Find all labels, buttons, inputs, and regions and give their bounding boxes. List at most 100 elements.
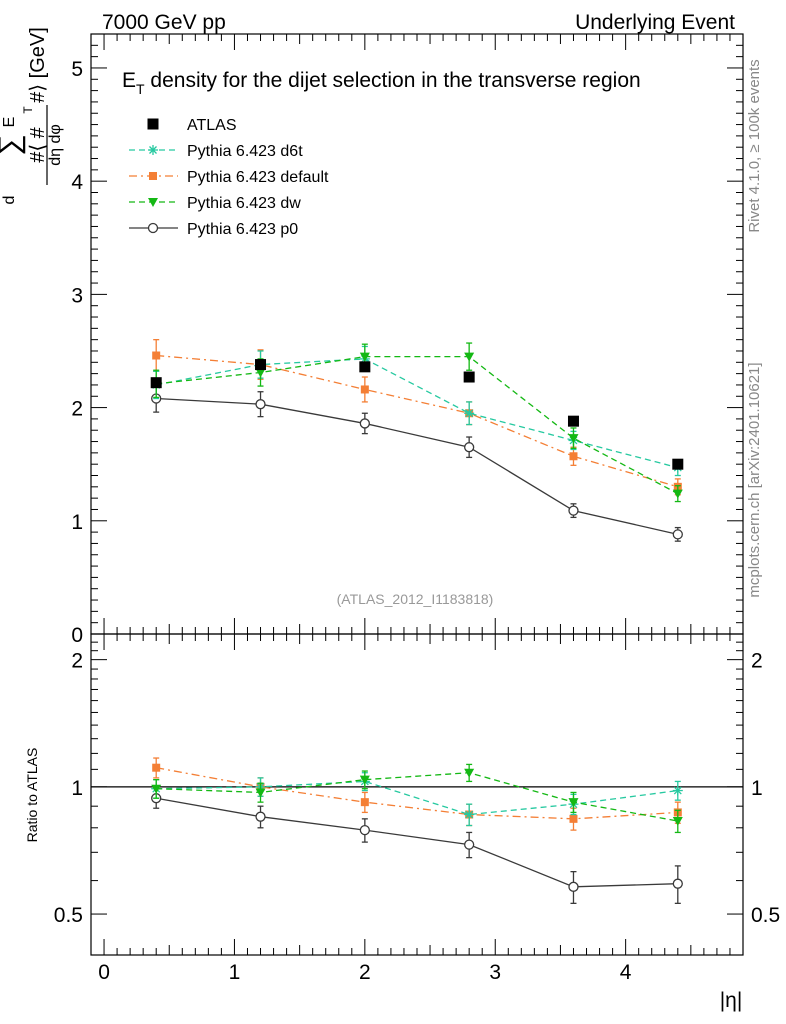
ratio-ytick-label-left: 2 bbox=[71, 650, 83, 673]
title-sub: T bbox=[136, 81, 145, 97]
main-point-p0 bbox=[464, 442, 475, 453]
ratio-point-p0 bbox=[359, 824, 370, 836]
main-series-p0 bbox=[151, 384, 683, 542]
ratio-point-dw bbox=[359, 775, 370, 785]
legend-entry-d6t: Pythia 6.423 d6t bbox=[129, 143, 303, 160]
main-panel: 0 1 2 3 4 5 bbox=[71, 33, 744, 647]
legend: ATLAS Pythia 6.423 d6t Pythia 6.423 defaul… bbox=[129, 117, 329, 238]
ratio-ytick-label-left: 1 bbox=[71, 777, 83, 800]
ratio-series-p0 bbox=[151, 788, 683, 905]
legend-label-p0: Pythia 6.423 p0 bbox=[187, 221, 298, 238]
legend-label-dw: Pythia 6.423 dw bbox=[187, 195, 301, 212]
ylabel-denominator: dη dφ bbox=[47, 124, 64, 166]
legend-marker-d6t bbox=[148, 145, 158, 155]
main-point-default bbox=[569, 452, 578, 461]
legend-marker-default bbox=[149, 172, 157, 180]
main-line-default bbox=[156, 354, 678, 488]
main-ytick-label: 4 bbox=[71, 171, 83, 194]
ratio-point-dw bbox=[151, 784, 162, 794]
main-y-axis-label: #⟨ # d ∑ E T dη dφ #⟩ [GeV] bbox=[0, 27, 64, 204]
main-point-default bbox=[152, 351, 161, 360]
analysis-annotation: (ATLAS_2012_I1183818) bbox=[337, 591, 494, 607]
main-point-ATLAS bbox=[463, 371, 475, 383]
ratio-point-default bbox=[152, 763, 161, 772]
legend-label-default: Pythia 6.423 default bbox=[187, 169, 329, 186]
legend-entry-default: Pythia 6.423 default bbox=[129, 169, 329, 186]
ratio-point-d6t-d2 bbox=[465, 810, 474, 819]
main-point-p0 bbox=[672, 529, 683, 540]
header-right: Underlying Event bbox=[575, 11, 735, 34]
x-tick-label: 3 bbox=[489, 961, 501, 984]
main-point-dw bbox=[672, 489, 683, 499]
ratio-panel: 0.5 0.5 1 1 2 2 0 1 2 3 4 bbox=[54, 633, 780, 984]
main-point-dw bbox=[359, 352, 370, 362]
ratio-ytick-label-right: 0.5 bbox=[751, 904, 780, 927]
main-point-d6t bbox=[464, 408, 475, 419]
legend-marker-dw bbox=[148, 198, 158, 207]
main-ytick-label: 1 bbox=[71, 511, 83, 534]
ylabel-left: #⟨ # bbox=[27, 126, 49, 162]
ratio-point-d6t-d2 bbox=[673, 786, 682, 795]
ratio-point-dw bbox=[255, 788, 266, 798]
ratio-point-p0 bbox=[464, 839, 475, 850]
ratio-line-d6t bbox=[156, 780, 678, 816]
main-point-ATLAS bbox=[359, 361, 371, 373]
ratio-ytick-label-right: 1 bbox=[751, 777, 763, 800]
ratio-point-dw bbox=[672, 817, 683, 827]
legend-marker-ATLAS bbox=[147, 118, 159, 130]
ratio-point-p0 bbox=[672, 878, 683, 889]
rivet-label: Rivet 4.1.0, ≥ 100k events bbox=[746, 59, 763, 232]
x-tick-label: 0 bbox=[98, 961, 110, 984]
main-point-d6t-d2 bbox=[465, 409, 474, 418]
ylabel-sum: ∑ bbox=[0, 134, 26, 155]
x-tick-label: 4 bbox=[620, 961, 632, 984]
main-series-default bbox=[152, 339, 682, 496]
ylabel-right: #⟩ [GeV] bbox=[27, 27, 49, 103]
legend-label-d6t: Pythia 6.423 d6t bbox=[187, 143, 303, 160]
header-left: 7000 GeV pp bbox=[102, 11, 226, 34]
legend-label-ATLAS: ATLAS bbox=[187, 117, 237, 134]
legend-entry-ATLAS: ATLAS bbox=[147, 117, 237, 134]
ratio-line-dw bbox=[156, 772, 678, 822]
main-series-ATLAS bbox=[150, 359, 684, 470]
main-point-ATLAS bbox=[567, 415, 579, 427]
x-tick-label: 2 bbox=[359, 961, 371, 984]
ratio-y-label: Ratio to ATLAS bbox=[24, 748, 40, 843]
ratio-line-default bbox=[156, 767, 678, 820]
main-series-dw bbox=[151, 342, 683, 503]
ratio-ytick-label-right: 2 bbox=[751, 650, 763, 673]
main-line-p0 bbox=[156, 397, 678, 536]
main-point-dw bbox=[255, 368, 266, 378]
main-line-dw bbox=[156, 355, 679, 495]
main-point-dw bbox=[568, 434, 579, 444]
ylabel-d: d bbox=[1, 196, 18, 205]
ratio-point-d6t bbox=[672, 785, 683, 796]
title-main: E bbox=[122, 69, 136, 92]
main-point-dw bbox=[464, 352, 475, 362]
ratio-point-default bbox=[360, 798, 369, 807]
ratio-point-p0 bbox=[568, 881, 579, 892]
mcplots-label: mcplots.cern.ch [arXiv:2401.10621] bbox=[746, 362, 763, 597]
main-point-p0 bbox=[359, 418, 370, 429]
main-point-ATLAS bbox=[255, 359, 267, 371]
main-series-d6t bbox=[151, 345, 683, 477]
ratio-series-default bbox=[152, 757, 682, 831]
main-ytick-label: 2 bbox=[71, 398, 83, 421]
ratio-point-d6t bbox=[464, 809, 475, 820]
ratio-series-dw bbox=[151, 763, 683, 834]
main-ytick-label: 5 bbox=[71, 58, 83, 81]
main-point-ATLAS bbox=[150, 377, 162, 389]
x-axis-label: |η| bbox=[720, 989, 743, 1012]
main-point-p0 bbox=[255, 399, 266, 410]
plot-title: ET density for the dijet selection in th… bbox=[122, 69, 641, 97]
main-line-d6t bbox=[156, 358, 678, 469]
ratio-point-dw bbox=[568, 798, 579, 808]
ratio-line-p0 bbox=[156, 797, 678, 888]
legend-entry-dw: Pythia 6.423 dw bbox=[129, 195, 301, 212]
legend-marker-d6t-d2 bbox=[149, 146, 157, 154]
main-ytick-label: 3 bbox=[71, 284, 83, 307]
legend-marker-p0 bbox=[147, 222, 159, 234]
ylabel-e: E bbox=[1, 117, 18, 128]
main-point-default bbox=[360, 385, 369, 394]
